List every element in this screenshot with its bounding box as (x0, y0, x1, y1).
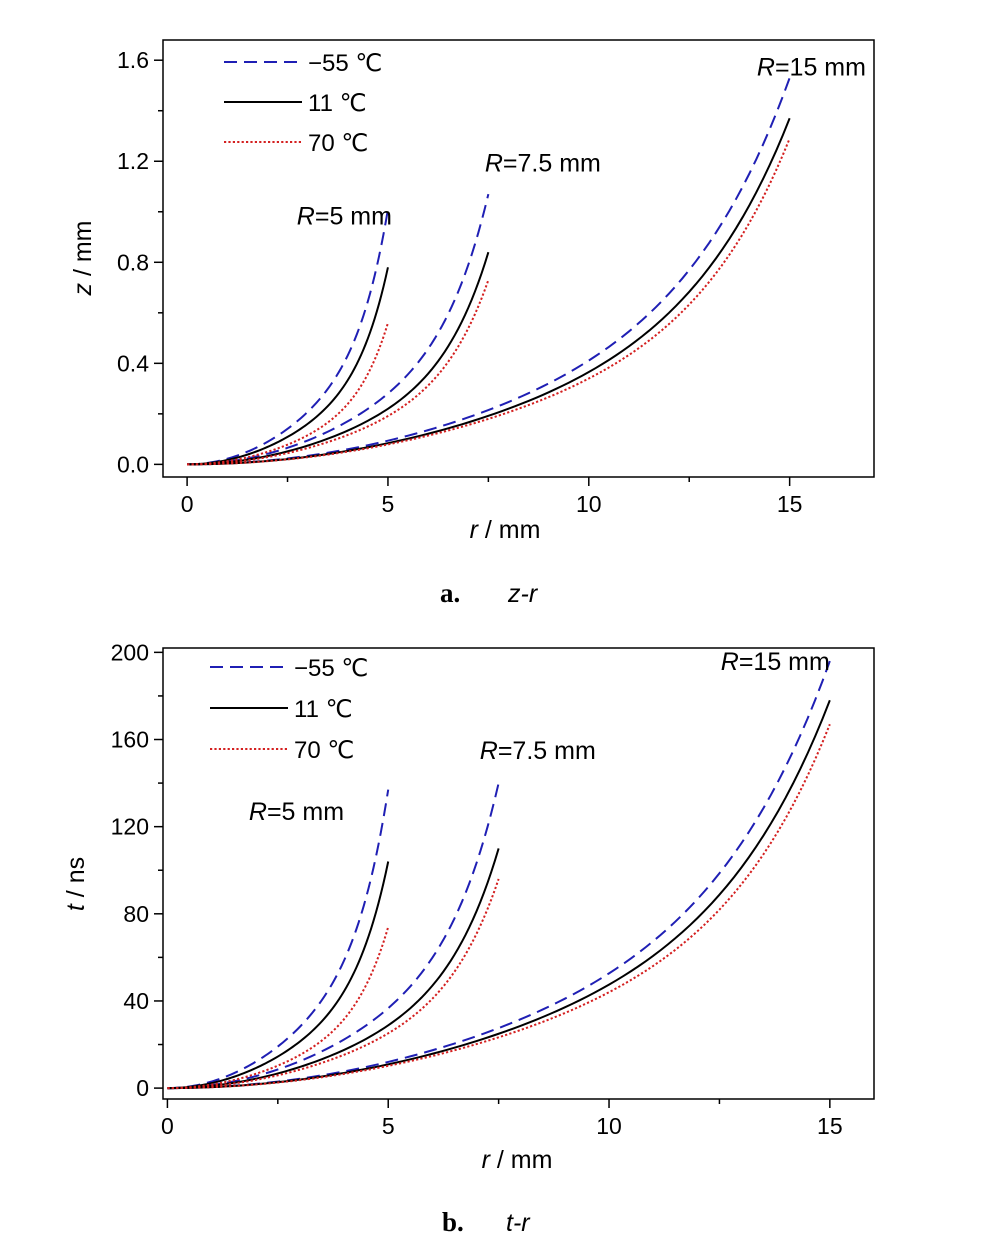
x-axis-unit: / mm (490, 1146, 553, 1174)
curve-dashed-R5 (167, 789, 390, 1090)
x-axis-title: r / mm (470, 516, 541, 544)
y-axis-var: z (69, 283, 97, 297)
data-curves (187, 77, 791, 466)
curve-dotted-R15 (167, 723, 831, 1090)
y-tick-label: 1.6 (117, 47, 149, 73)
y-tick-label: 1.2 (117, 148, 149, 174)
curve-annotations: R=5 mmR=7.5 mmR=15 mm (249, 648, 830, 826)
curve-dotted-R5 (187, 322, 389, 466)
curve-annotation: R=15 mm (721, 648, 830, 676)
caption-text: z-r (507, 580, 539, 608)
annotation-var: R (297, 202, 315, 230)
x-axis-var: r (482, 1146, 492, 1174)
curve-annotation: R=15 mm (757, 53, 866, 81)
curve-annotation: R=5 mm (249, 798, 344, 826)
y-tick-label: 40 (123, 988, 149, 1014)
caption-text: t-r (506, 1209, 531, 1237)
x-tick-label: 0 (181, 491, 194, 517)
y-tick-label: 0 (136, 1075, 149, 1101)
axis-ticks: 0 5 10 15 0.0 0.4 0.8 1.2 1.6 (117, 47, 802, 517)
legend-label: −55 ℃ (294, 655, 368, 682)
curve-dashed-R7.5 (167, 782, 500, 1090)
y-axis-title: z / mm (69, 221, 97, 297)
y-tick-label: 80 (123, 901, 149, 927)
curve-dashed-R7.5 (187, 193, 490, 466)
curve-dotted-R5 (167, 926, 390, 1090)
legend-label: 11 ℃ (308, 90, 367, 117)
x-tick-label: 10 (576, 491, 602, 517)
annotation-var: R (249, 798, 267, 826)
annotation-var: R (757, 53, 775, 81)
curve-solid-R7.5 (167, 848, 500, 1090)
curve-annotation: R=7.5 mm (480, 737, 596, 765)
curve-dashed-R15 (187, 77, 791, 466)
legend-label: 11 ℃ (294, 696, 353, 723)
annotation-text: =15 mm (739, 648, 830, 676)
curve-annotations: R=5 mmR=7.5 mmR=15 mm (297, 53, 866, 230)
curve-solid-R5 (187, 267, 389, 466)
legend: −55 ℃ 11 ℃ 70 ℃ (210, 655, 368, 764)
y-tick-label: 0.8 (117, 249, 149, 275)
y-axis-var: t (62, 903, 90, 911)
annotation-text: =7.5 mm (498, 737, 596, 765)
annotation-text: =5 mm (267, 798, 344, 826)
chart-z-r: 0 5 10 150.00.40.81.21.6 R=5 mmR=7.5 mmR=15… (69, 39, 875, 608)
y-axis-unit: / ns (62, 857, 90, 904)
y-axis-title: t / ns (62, 857, 90, 911)
plot-frame (162, 39, 875, 478)
y-tick-label: 200 (111, 639, 149, 665)
annotation-var: R (721, 648, 739, 676)
x-tick-label: 10 (596, 1113, 622, 1139)
annotation-var: R (485, 149, 503, 177)
legend-label: −55 ℃ (308, 50, 382, 77)
annotation-text: =15 mm (775, 53, 866, 81)
annotation-text: =5 mm (315, 202, 392, 230)
y-tick-label: 120 (111, 814, 149, 840)
data-curves (167, 660, 831, 1090)
curve-dotted-R7.5 (167, 878, 500, 1090)
y-tick-label: 0.0 (117, 451, 149, 477)
curve-dashed-R15 (167, 660, 831, 1090)
x-tick-label: 5 (382, 1113, 395, 1139)
x-tick-label: 0 (161, 1113, 174, 1139)
curve-solid-R15 (187, 117, 791, 466)
x-tick-label: 15 (817, 1113, 843, 1139)
legend-label: 70 ℃ (294, 737, 354, 764)
curve-annotation: R=5 mm (297, 202, 392, 230)
x-tick-label: 15 (777, 491, 803, 517)
legend-label: 70 ℃ (308, 130, 368, 157)
annotation-text: =7.5 mm (503, 149, 601, 177)
x-axis-unit: / mm (478, 516, 541, 544)
x-tick-label: 5 (382, 491, 395, 517)
curve-dashed-R5 (187, 209, 389, 466)
curve-dotted-R7.5 (187, 279, 490, 466)
annotation-var: R (480, 737, 498, 765)
x-axis-var: r (470, 516, 480, 544)
x-axis-title: r / mm (482, 1146, 553, 1174)
legend: −55 ℃ 11 ℃ 70 ℃ (224, 50, 382, 157)
caption-letter: b. (442, 1207, 464, 1237)
plot-frame (162, 647, 875, 1100)
y-tick-label: 0.4 (117, 350, 149, 376)
caption-letter: a. (440, 578, 460, 608)
y-tick-label: 160 (111, 727, 149, 753)
axis-ticks: 0 5 10 15 0 40 80 120 160 200 (111, 639, 843, 1139)
y-axis-unit: / mm (69, 221, 97, 284)
curve-solid-R5 (167, 861, 390, 1090)
curve-annotation: R=7.5 mm (485, 149, 601, 177)
curve-solid-R7.5 (187, 251, 490, 466)
